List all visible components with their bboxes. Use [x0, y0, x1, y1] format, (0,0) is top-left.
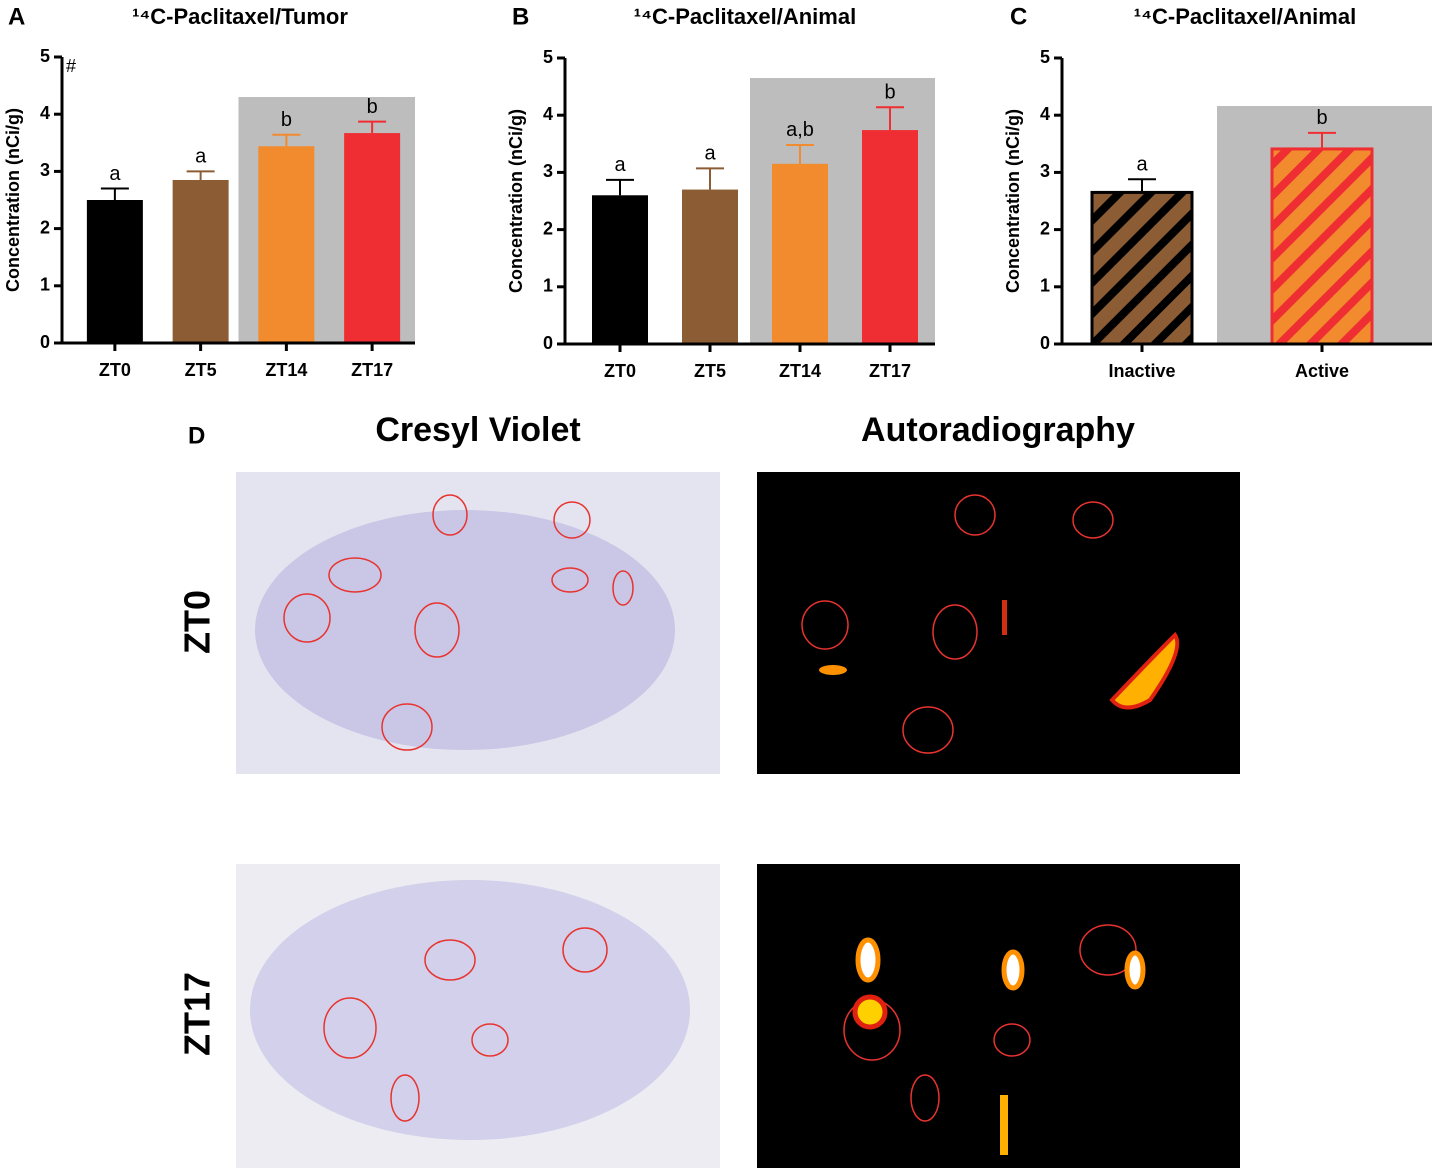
row-label: ZT0 — [177, 590, 218, 654]
x-tick-label: ZT5 — [694, 361, 726, 381]
y-tick-label: 0 — [40, 332, 50, 352]
bar — [1270, 147, 1374, 346]
significance-letter: a — [109, 163, 121, 185]
chart-title: ¹⁴C-Paclitaxel/Animal — [634, 4, 856, 29]
roi-outlines — [283, 494, 1137, 1122]
significance-letter: a — [195, 146, 207, 168]
significance-letter: a — [614, 154, 626, 176]
radioactivity-spots — [819, 600, 1180, 1155]
y-tick-label: 0 — [1040, 333, 1050, 353]
bar — [1090, 190, 1194, 346]
y-tick-label: 2 — [40, 217, 50, 237]
panel-label: D — [188, 422, 205, 449]
bar — [772, 163, 828, 344]
significance-letter: b — [884, 81, 895, 103]
y-tick-label: 3 — [543, 161, 553, 181]
x-tick-label: ZT0 — [604, 361, 636, 381]
x-tick-label: ZT0 — [99, 360, 131, 380]
chart-title: ¹⁴C-Paclitaxel/Tumor — [132, 4, 348, 29]
annotation: # — [66, 56, 76, 76]
x-tick-label: ZT14 — [265, 360, 307, 380]
bar — [172, 179, 229, 343]
column-title: Cresyl Violet — [375, 411, 580, 449]
y-tick-label: 4 — [543, 104, 553, 124]
y-tick-label: 5 — [1040, 47, 1050, 67]
panel-label: A — [8, 3, 25, 30]
brain-section — [250, 880, 690, 1140]
autorad-image-zt17 — [757, 864, 1240, 1168]
x-tick-label: ZT17 — [351, 360, 393, 380]
bar — [862, 130, 918, 344]
y-tick-label: 2 — [1040, 218, 1050, 238]
autorad-image-zt0 — [757, 472, 1240, 774]
y-tick-label: 4 — [1040, 104, 1050, 124]
significance-letter: b — [1316, 107, 1327, 129]
bar — [682, 189, 738, 344]
bar — [86, 200, 143, 343]
y-tick-label: 3 — [40, 160, 50, 180]
y-tick-label: 4 — [40, 103, 50, 123]
histology-images — [236, 472, 1240, 1168]
chart-title: ¹⁴C-Paclitaxel/Animal — [1134, 4, 1356, 29]
bar — [344, 133, 401, 343]
significance-letter: b — [281, 109, 292, 131]
y-tick-label: 1 — [543, 276, 553, 296]
y-axis-label: Concentration (nCi/g) — [1003, 109, 1023, 293]
y-tick-label: 3 — [1040, 161, 1050, 181]
x-tick-label: Active — [1295, 361, 1349, 381]
bar — [592, 195, 648, 344]
y-tick-label: 5 — [543, 47, 553, 67]
brain-section — [255, 510, 675, 750]
x-tick-label: ZT5 — [185, 360, 217, 380]
x-tick-label: Inactive — [1108, 361, 1175, 381]
row-label: ZT17 — [177, 972, 218, 1056]
x-tick-label: ZT17 — [869, 361, 911, 381]
significance-letter: a — [1136, 154, 1148, 176]
y-tick-label: 5 — [40, 46, 50, 66]
y-tick-label: 1 — [1040, 276, 1050, 296]
y-tick-label: 2 — [543, 218, 553, 238]
y-axis-label: Concentration (nCi/g) — [506, 109, 526, 293]
panel-label: C — [1010, 3, 1027, 30]
bar — [258, 146, 315, 343]
significance-letter: b — [367, 96, 378, 118]
significance-letter: a,b — [786, 119, 814, 141]
y-axis-label: Concentration (nCi/g) — [3, 108, 23, 292]
y-tick-label: 1 — [40, 275, 50, 295]
significance-letter: a — [704, 143, 716, 165]
column-title: Autoradiography — [861, 411, 1135, 449]
x-tick-label: ZT14 — [779, 361, 821, 381]
panel-label: B — [512, 3, 529, 30]
y-tick-label: 0 — [543, 333, 553, 353]
